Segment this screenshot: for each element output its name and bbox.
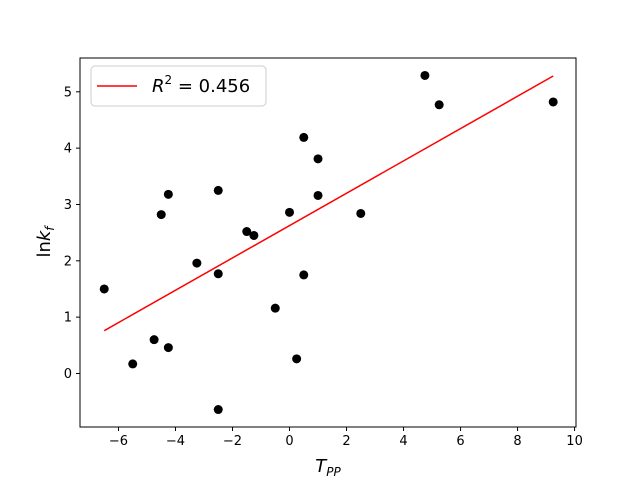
data-point: [213, 269, 223, 279]
data-point: [242, 227, 252, 237]
data-point: [249, 230, 259, 240]
data-point: [434, 100, 444, 110]
data-point: [163, 343, 173, 353]
data-point: [149, 335, 159, 345]
data-point: [285, 207, 295, 217]
y-axis-label: lnkf: [34, 225, 57, 258]
data-point: [356, 208, 366, 218]
data-point: [99, 284, 109, 294]
x-tick-label: −6: [109, 434, 128, 449]
data-point: [420, 70, 430, 80]
fit-line: [103, 75, 554, 332]
legend-label: R2 = 0.456: [152, 73, 250, 97]
data-point: [192, 258, 202, 268]
y-tick-label: 1: [64, 311, 72, 326]
x-axis: −6 −4 −2 0 2 4 6 8 10: [109, 427, 583, 449]
y-tick-label: 3: [64, 198, 72, 213]
data-point: [213, 405, 223, 415]
data-point: [299, 270, 309, 280]
y-tick-label: 5: [64, 85, 72, 100]
y-axis: 0 1 2 3 4 5: [64, 85, 80, 382]
x-tick-label: 2: [342, 434, 350, 449]
data-point: [156, 210, 166, 220]
data-point: [313, 190, 323, 200]
y-tick-label: 2: [64, 254, 72, 269]
data-point: [299, 132, 309, 142]
plot-frame: [79, 57, 577, 428]
data-point: [163, 189, 173, 199]
x-tick-label: −4: [166, 434, 185, 449]
data-point: [270, 303, 280, 313]
x-tick-label: −2: [223, 434, 242, 449]
legend-box: [90, 65, 267, 107]
y-tick-label: 4: [64, 142, 72, 157]
data-point: [548, 97, 558, 107]
plot-area: [99, 70, 558, 415]
x-tick-label: 0: [285, 434, 293, 449]
x-tick-label: 4: [399, 434, 407, 449]
y-tick-label: 0: [64, 367, 72, 382]
x-tick-label: 10: [566, 434, 583, 449]
legend: R2 = 0.456: [90, 65, 267, 107]
data-point: [313, 154, 323, 164]
x-tick-label: 8: [513, 434, 521, 449]
data-point: [128, 359, 138, 369]
data-point: [213, 185, 223, 195]
x-tick-label: 6: [456, 434, 464, 449]
data-point: [292, 354, 302, 364]
x-axis-label: TPP: [315, 456, 341, 479]
